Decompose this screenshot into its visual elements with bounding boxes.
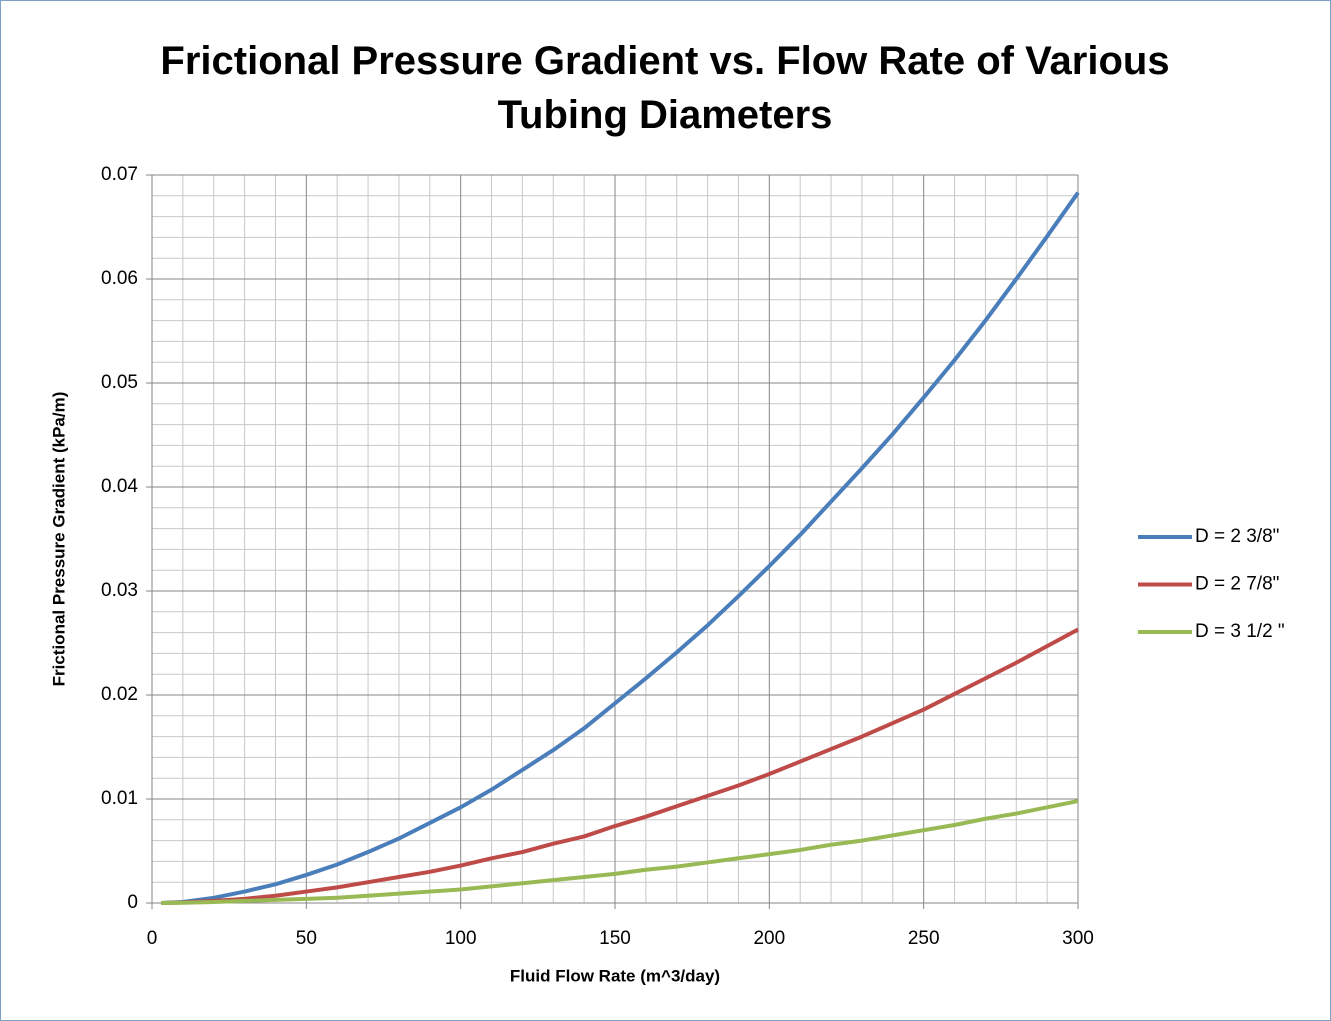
y-axis-label: Frictional Pressure Gradient (kPa/m) bbox=[49, 392, 68, 687]
legend-label: D = 2 7/8" bbox=[1195, 574, 1279, 595]
x-tick-label: 250 bbox=[908, 928, 940, 949]
y-tick-label: 0.01 bbox=[101, 788, 138, 809]
legend-label: D = 2 3/8" bbox=[1195, 526, 1279, 547]
x-tick-label: 0 bbox=[147, 928, 158, 949]
y-tick-label: 0 bbox=[127, 892, 138, 913]
y-tick-label: 0.04 bbox=[101, 476, 138, 497]
plot-border bbox=[151, 174, 1079, 904]
y-tick-label: 0.03 bbox=[101, 580, 138, 601]
x-tick-label: 200 bbox=[753, 928, 785, 949]
x-tick-label: 150 bbox=[599, 928, 631, 949]
chart-title: Frictional Pressure Gradient vs. Flow Ra… bbox=[160, 39, 1170, 137]
x-tick-label: 50 bbox=[296, 928, 317, 949]
y-tick-label: 0.02 bbox=[101, 684, 138, 705]
y-tick-label: 0.05 bbox=[101, 372, 138, 393]
y-tick-label: 0.06 bbox=[101, 268, 138, 289]
x-axis-label: Fluid Flow Rate (m^3/day) bbox=[510, 966, 720, 985]
x-tick-label: 300 bbox=[1062, 928, 1094, 949]
x-tick-label: 100 bbox=[445, 928, 477, 949]
y-tick-label: 0.07 bbox=[101, 164, 138, 185]
legend-label: D = 3 1/2 " bbox=[1195, 621, 1285, 642]
series-line bbox=[161, 191, 1080, 905]
series-line bbox=[161, 627, 1079, 905]
series-line bbox=[161, 799, 1079, 905]
